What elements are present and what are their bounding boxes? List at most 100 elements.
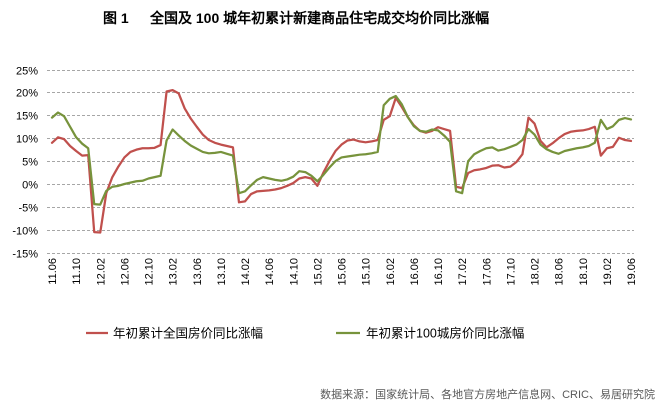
data-point xyxy=(171,128,175,132)
chart-title: 全国及 100 城年初累计新建商品住宅成交均价同比涨幅 xyxy=(149,10,489,26)
data-point xyxy=(74,135,78,139)
x-tick-label: 13.02 xyxy=(168,258,180,286)
data-point xyxy=(551,150,555,154)
y-tick-label: -10% xyxy=(12,226,38,238)
x-axis-tick-labels: 11.06 11.10 12.02 12.06 12.10 13.02 13.06 13.10… xyxy=(47,258,638,286)
data-point xyxy=(502,147,506,151)
y-tick-label: 10% xyxy=(16,134,38,146)
data-point xyxy=(442,127,446,131)
plot-area xyxy=(50,88,633,234)
data-point xyxy=(563,149,567,153)
data-point xyxy=(496,163,500,167)
data-point xyxy=(273,178,277,182)
data-point xyxy=(285,177,289,181)
x-tick-label: 12.10 xyxy=(144,258,156,286)
series-line-100-cities xyxy=(50,94,633,206)
data-point xyxy=(593,125,597,129)
data-point xyxy=(557,152,561,156)
data-point xyxy=(213,141,217,145)
data-point xyxy=(484,146,488,150)
data-point xyxy=(376,150,380,154)
data-point xyxy=(533,133,537,137)
data-point xyxy=(364,152,368,156)
data-point xyxy=(430,128,434,132)
x-tick-label: 17.06 xyxy=(481,258,493,286)
data-point xyxy=(575,146,579,150)
legend-label-100-cities: 年初累计100城房价同比涨幅 xyxy=(366,326,524,341)
data-point xyxy=(490,145,494,149)
data-point xyxy=(291,181,295,185)
data-point xyxy=(617,118,621,122)
data-point xyxy=(219,150,223,154)
x-tick-label: 18.06 xyxy=(554,258,566,286)
data-point xyxy=(207,138,211,142)
data-point xyxy=(593,141,597,145)
series-line-national xyxy=(50,88,633,234)
data-point xyxy=(261,189,265,193)
data-point xyxy=(92,202,96,206)
data-point xyxy=(122,155,126,159)
data-point xyxy=(285,184,289,188)
x-tick-label: 11.06 xyxy=(47,258,59,285)
legend-item-national: 年初累计全国房价同比涨幅 xyxy=(86,326,263,341)
data-point xyxy=(116,165,120,169)
data-point xyxy=(460,191,464,195)
y-tick-label: 20% xyxy=(16,88,38,100)
data-point xyxy=(147,146,151,150)
data-point xyxy=(201,150,205,154)
data-point xyxy=(177,91,181,95)
legend-label-national: 年初累计全国房价同比涨幅 xyxy=(113,326,263,341)
data-point xyxy=(539,139,543,143)
data-point xyxy=(297,177,301,181)
data-point xyxy=(110,185,114,189)
data-point xyxy=(611,145,615,149)
data-point xyxy=(128,181,132,185)
data-point xyxy=(508,145,512,149)
x-tick-label: 15.06 xyxy=(337,258,349,286)
data-point xyxy=(520,152,524,156)
data-point xyxy=(231,154,235,158)
data-point xyxy=(496,149,500,153)
data-point xyxy=(448,129,452,133)
data-point xyxy=(195,125,199,129)
x-tick-label: 12.02 xyxy=(95,258,107,286)
y-axis-tick-labels: 25% 20% 15% 10% 5% 0% -5% -10% -15% xyxy=(12,66,38,261)
x-tick-label: 17.02 xyxy=(457,258,469,286)
data-point xyxy=(309,174,313,178)
data-point xyxy=(388,97,392,101)
data-point xyxy=(333,159,337,163)
data-point xyxy=(388,114,392,118)
data-point xyxy=(539,143,543,147)
data-point xyxy=(92,230,96,234)
data-point xyxy=(297,169,301,173)
x-tick-label: 12.06 xyxy=(119,258,131,286)
data-point xyxy=(599,118,603,122)
data-point xyxy=(50,116,54,120)
data-point xyxy=(62,114,66,118)
data-point xyxy=(551,141,555,145)
x-tick-label: 19.06 xyxy=(626,258,638,286)
data-point xyxy=(418,129,422,133)
data-point xyxy=(189,144,193,148)
data-point xyxy=(599,154,603,158)
data-point xyxy=(466,159,470,163)
data-point xyxy=(454,185,458,189)
data-point xyxy=(569,130,573,134)
data-point xyxy=(303,175,307,179)
data-point xyxy=(448,140,452,144)
data-point xyxy=(183,106,187,110)
data-point xyxy=(50,141,54,145)
x-tick-label: 13.10 xyxy=(216,258,228,286)
data-point xyxy=(581,128,585,132)
x-tick-label: 14.06 xyxy=(264,258,276,286)
x-tick-label: 15.02 xyxy=(312,258,324,286)
data-point xyxy=(68,125,72,129)
data-point xyxy=(526,127,530,131)
data-point xyxy=(231,145,235,149)
data-point xyxy=(478,149,482,153)
data-point xyxy=(213,151,217,155)
data-point xyxy=(358,153,362,157)
data-point xyxy=(237,200,241,204)
data-point xyxy=(134,148,138,152)
data-point xyxy=(62,137,66,141)
